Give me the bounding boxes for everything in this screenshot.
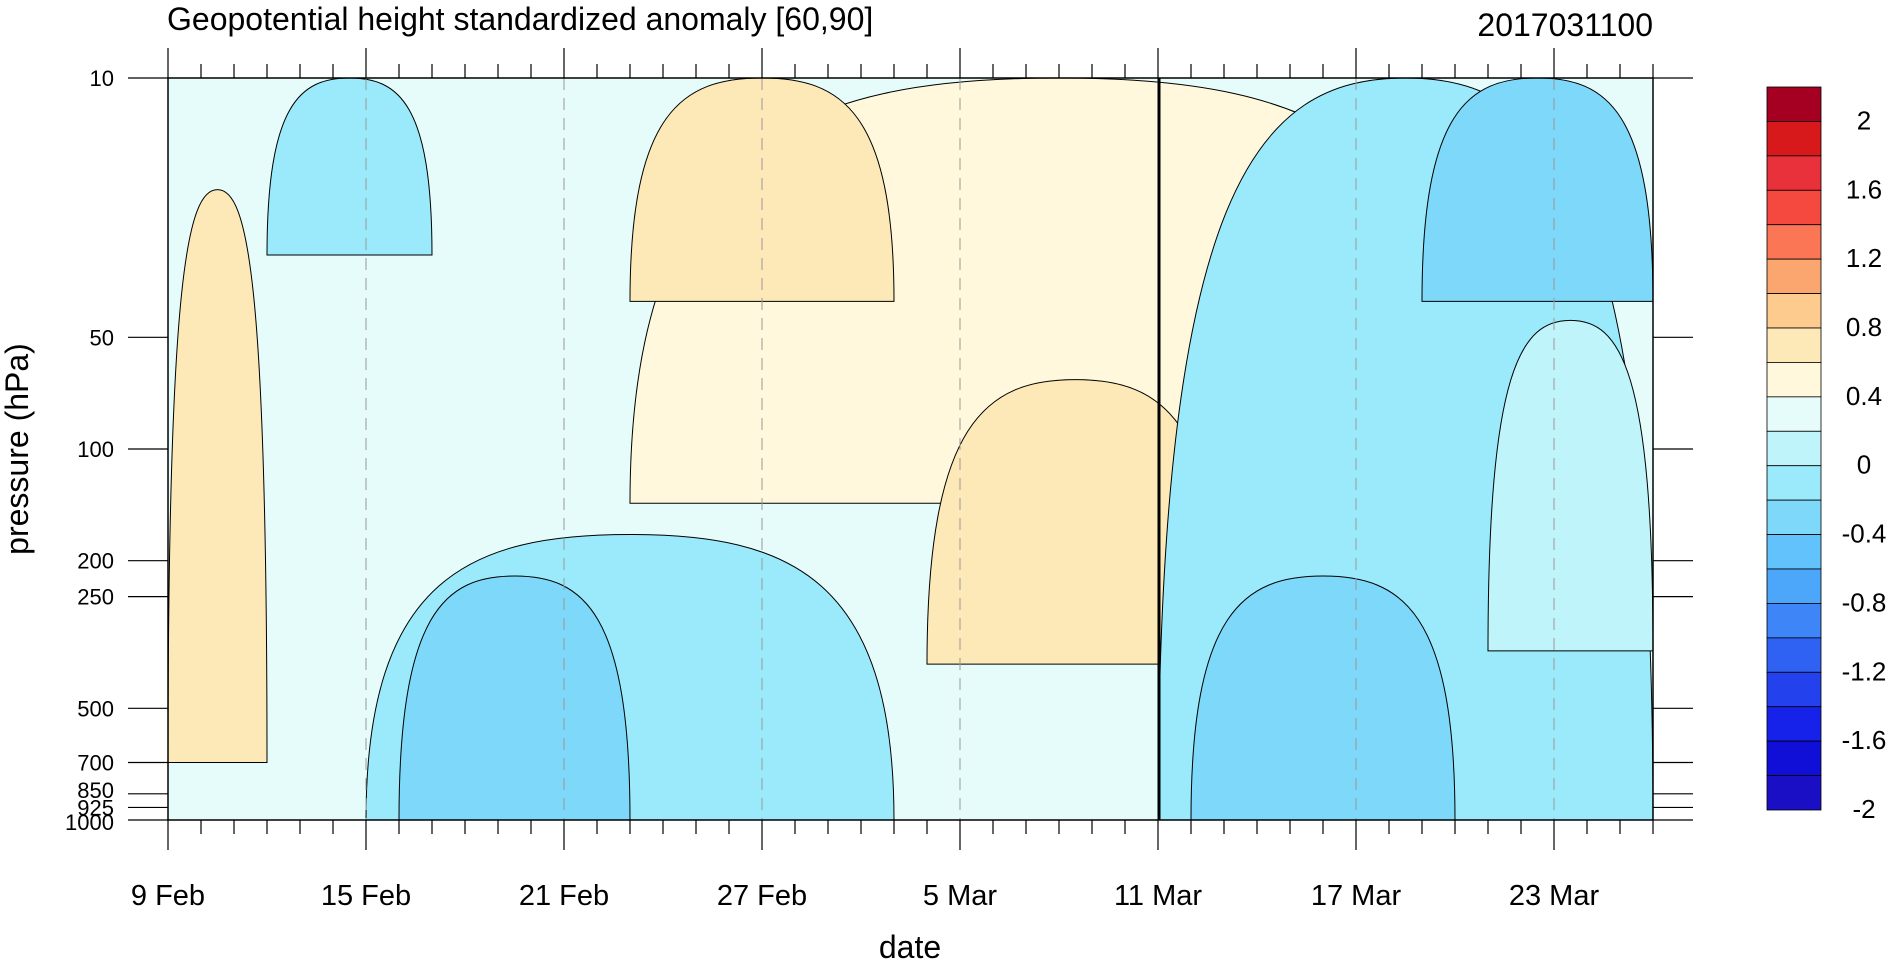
y-tick-label: 100 <box>77 437 114 462</box>
colorbar-cell <box>1766 293 1822 329</box>
colorbar-cell <box>1766 155 1822 191</box>
y-tick-label: 500 <box>77 696 114 721</box>
colorbar-cell <box>1766 362 1822 398</box>
contour-region-9 <box>1190 575 1456 820</box>
y-axis-label: pressure (hPa) <box>0 343 35 555</box>
y-tick-label: 50 <box>90 325 114 350</box>
colorbar-cell <box>1766 430 1822 467</box>
colorbar-label: -0.8 <box>1842 587 1887 617</box>
y-tick-label: 10 <box>90 66 114 91</box>
x-tick-label: 23 Mar <box>1509 880 1600 912</box>
x-tick-label: 15 Feb <box>321 880 411 912</box>
colorbar-cell <box>1766 740 1822 776</box>
chart-title: Geopotential height standardized anomaly… <box>167 1 873 37</box>
colorbar-cell <box>1766 396 1822 432</box>
chart-subtitle: 2017031100 <box>1477 7 1653 43</box>
x-tick-label: 27 Feb <box>717 880 807 912</box>
x-tick-label: 11 Mar <box>1114 880 1202 912</box>
colorbar-label: 0 <box>1857 450 1871 480</box>
y-tick-label: 200 <box>77 549 114 574</box>
colorbar: 2 1.6 1.2 0.8 0.4 0 -0.4 -0.8 -1.2 -1.6 -2 <box>1766 86 1887 824</box>
y-tick-label: 1000 <box>65 810 114 835</box>
colorbar-cell <box>1766 603 1822 639</box>
y-tick-label: 850 <box>77 778 114 803</box>
colorbar-label: 2 <box>1857 105 1871 135</box>
colorbar-cell <box>1766 534 1822 570</box>
colorbar-cell <box>1766 706 1822 742</box>
y-tick-label: 925 <box>77 795 114 820</box>
colorbar-cell <box>1766 327 1822 363</box>
x-axis: 9 Feb 15 Feb 21 Feb 27 Feb 5 Mar 11 Mar 17 Mar… <box>131 48 1654 912</box>
colorbar-cell <box>1766 775 1822 811</box>
colorbar-cell <box>1766 671 1822 708</box>
contour-region-10 <box>1487 319 1653 652</box>
y-tick-label: 250 <box>77 585 114 610</box>
colorbar-label: -1.6 <box>1842 725 1887 755</box>
x-tick-label: 9 Feb <box>131 880 205 912</box>
colorbar-cell <box>1766 121 1822 157</box>
colorbar-label: 0.4 <box>1846 381 1882 411</box>
contour-fills <box>168 78 1653 820</box>
x-tick-label: 17 Mar <box>1311 880 1402 912</box>
x-axis-label: date <box>879 929 941 963</box>
colorbar-label: 0.8 <box>1846 312 1882 342</box>
colorbar-cell <box>1766 637 1822 673</box>
colorbar-label: -1.2 <box>1842 656 1887 686</box>
colorbar-cell <box>1766 568 1822 604</box>
colorbar-label: -0.4 <box>1842 519 1887 549</box>
x-tick-label: 21 Feb <box>519 880 609 912</box>
y-tick-label: 700 <box>77 751 114 776</box>
contour-region-6 <box>398 575 631 820</box>
colorbar-label: 1.2 <box>1846 243 1882 273</box>
colorbar-cell <box>1766 499 1822 535</box>
colorbar-cell <box>1766 224 1822 260</box>
colorbar-cell <box>1766 258 1822 294</box>
colorbar-cell <box>1766 465 1822 501</box>
colorbar-label: 1.6 <box>1846 174 1882 204</box>
colorbar-label: -2 <box>1852 794 1875 824</box>
x-tick-label: 5 Mar <box>923 880 997 912</box>
contour-region-0 <box>168 189 268 764</box>
colorbar-cell <box>1766 86 1822 122</box>
colorbar-cell <box>1766 189 1822 226</box>
